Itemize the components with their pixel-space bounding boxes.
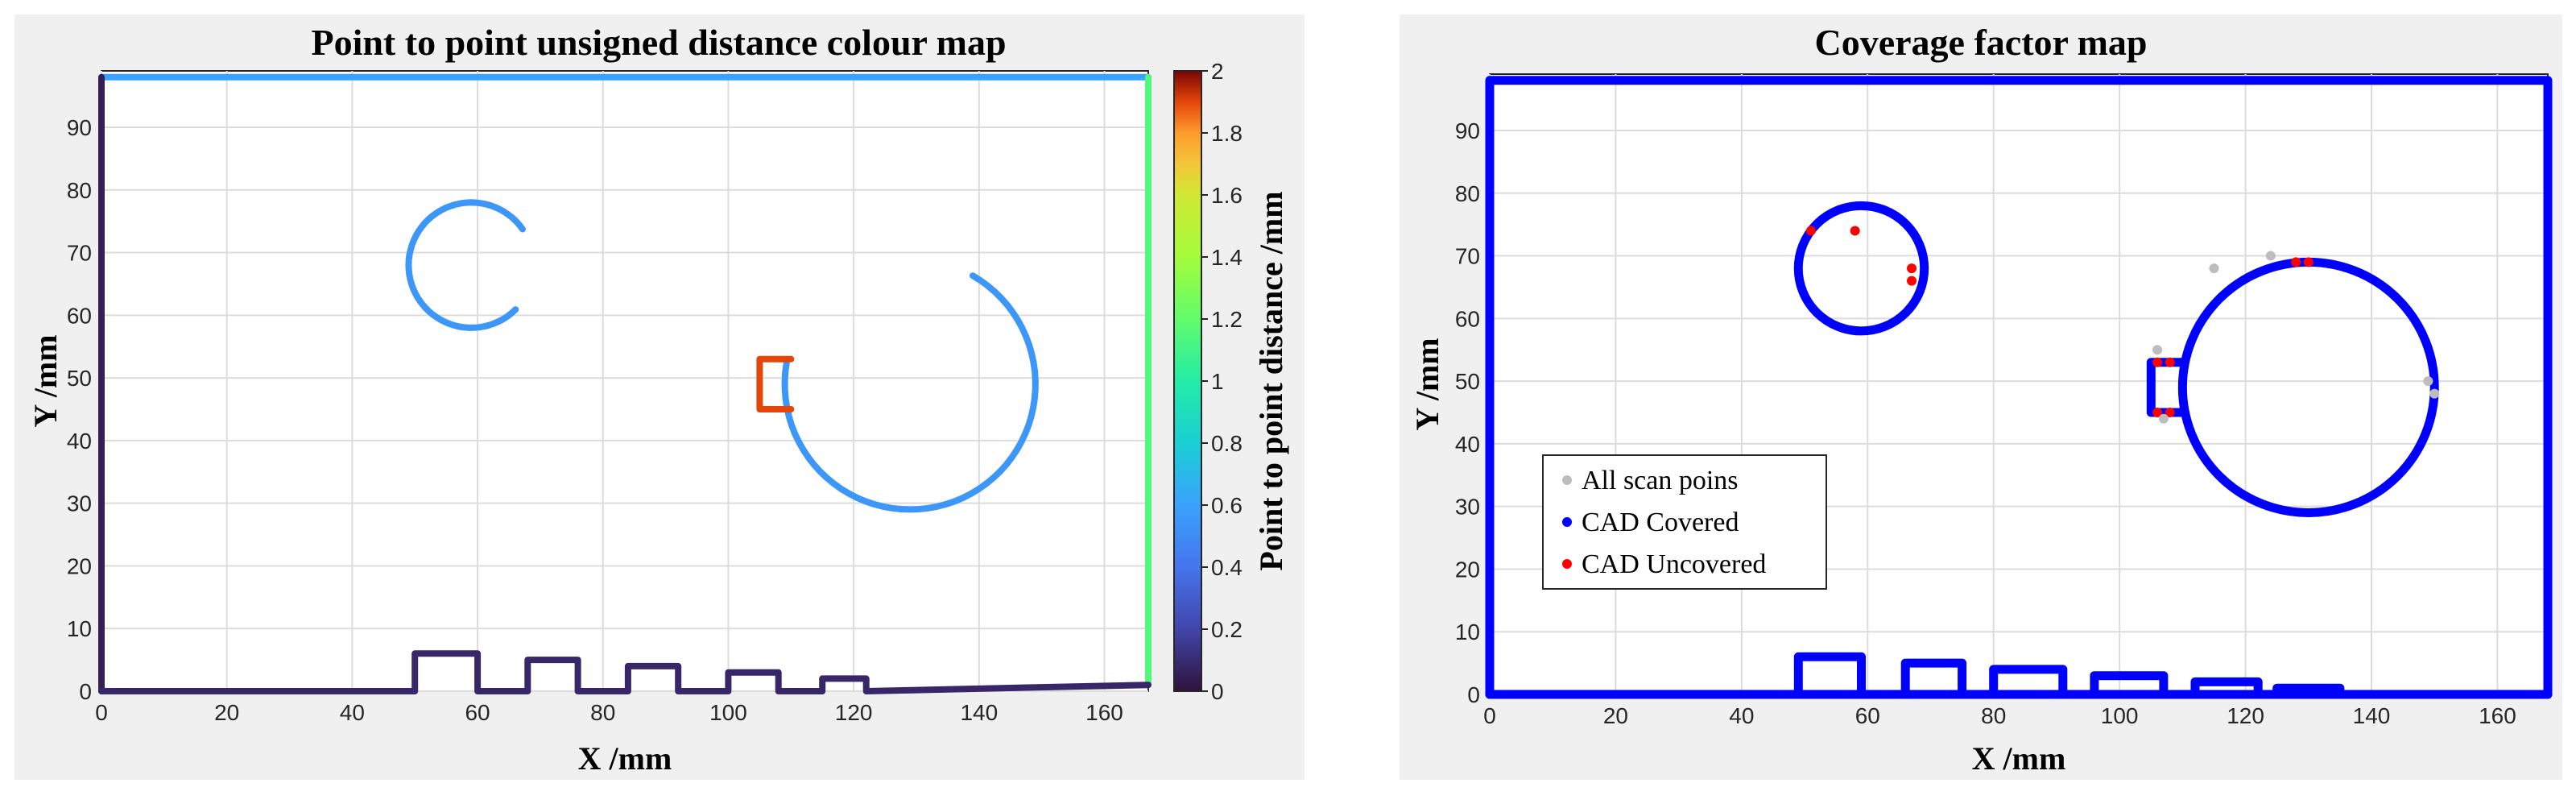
- series-cad-uncovered-point: [1850, 226, 1860, 236]
- series-cad-uncovered-point: [2152, 357, 2163, 367]
- colorbar-tick-label: 1.2: [1211, 307, 1243, 332]
- chart1-data-layer: [98, 73, 1152, 694]
- legend-label-all-scan-poins: All scan poins: [1582, 466, 1739, 495]
- chart1-colorbar-ticks: 0 0.2 0.4 0.6 0.8 1 1.2 1.4 1.6 1.8 2: [1201, 59, 1243, 704]
- chart1-title: Point to point unsigned distance colour …: [311, 22, 1006, 63]
- series-small-hole: [405, 199, 526, 331]
- y-tick-label: 0: [79, 679, 92, 704]
- series-large-hole-keyway: [756, 355, 795, 412]
- chart2-tick-labels: 0 20 40 60 80 100 120 140 160 0 10 20 30 40 50 60 70 80 90: [1455, 118, 2516, 728]
- y-tick-label: 10: [1455, 619, 1480, 644]
- y-tick-label: 20: [1455, 557, 1480, 582]
- series-cad-uncovered-point: [2165, 408, 2175, 417]
- y-tick-label: 60: [1455, 306, 1480, 331]
- colorbar-tick-label: 0: [1211, 679, 1224, 704]
- colorbar-tick-label: 0.6: [1211, 493, 1243, 518]
- y-tick-label: 70: [67, 241, 92, 266]
- x-tick-label: 100: [709, 700, 747, 725]
- series-cad-uncovered-point: [2291, 257, 2301, 267]
- chart1-colorbar: [1173, 70, 1202, 692]
- x-tick-label: 40: [1729, 703, 1754, 728]
- colorbar-tick-label: 0.4: [1211, 555, 1243, 580]
- chart1-plot-area: [101, 70, 1149, 692]
- legend-marker-all-scan-poins: [1562, 475, 1572, 485]
- y-tick-label: 70: [1455, 244, 1480, 269]
- y-tick-label: 90: [67, 115, 92, 140]
- series-cad-covered-bottom-steps: [1485, 652, 2553, 699]
- y-tick-label: 0: [1467, 682, 1480, 707]
- y-tick-label: 10: [67, 616, 92, 641]
- chart2-plot-area: [1489, 73, 2549, 695]
- legend-label-cad-uncovered: CAD Uncovered: [1582, 549, 1766, 579]
- colorbar-tick-label: 1.8: [1211, 121, 1243, 146]
- series-cad-uncovered-point: [2165, 357, 2175, 367]
- y-tick-label: 20: [67, 553, 92, 578]
- chart2-title: Coverage factor map: [1814, 22, 2147, 63]
- series-all-scan-poins-grey-deviations--point: [2209, 263, 2219, 274]
- x-tick-label: 160: [1085, 700, 1123, 725]
- x-tick-label: 120: [835, 700, 873, 725]
- legend-label-cad-covered: CAD Covered: [1582, 508, 1739, 537]
- series-all-scan-poins-grey-deviations--point: [2152, 345, 2163, 355]
- series-cad-uncovered-point: [1805, 226, 1816, 236]
- colorbar-tick-label: 1: [1211, 369, 1224, 394]
- legend-marker-cad-uncovered: [1562, 559, 1572, 569]
- series-large-hole: [781, 272, 1039, 513]
- series-cad-uncovered-point: [2152, 408, 2163, 417]
- y-tick-label: 90: [1455, 118, 1480, 143]
- y-tick-label: 50: [1455, 369, 1480, 394]
- series-cad-uncovered-point: [1907, 276, 1917, 286]
- chart2-y-axis-label: Y /mm: [1409, 338, 1445, 430]
- colorbar-tick-label: 1.6: [1211, 183, 1243, 208]
- x-tick-label: 100: [2101, 703, 2139, 728]
- chart1-colorbar-label: Point to point distance /mm: [1253, 191, 1289, 570]
- y-tick-label: 30: [67, 491, 92, 516]
- x-tick-label: 20: [1603, 703, 1628, 728]
- y-tick-label: 50: [67, 366, 92, 391]
- x-tick-label: 140: [960, 700, 998, 725]
- colorbar-tick-label: 0.8: [1211, 431, 1243, 456]
- series-bottom-step-profile: [98, 650, 1152, 694]
- y-tick-label: 40: [67, 429, 92, 454]
- colorbar-tick-label: 2: [1211, 59, 1224, 84]
- x-tick-label: 60: [465, 700, 490, 725]
- x-tick-label: 80: [1981, 703, 2006, 728]
- series-cad-uncovered-point: [1907, 263, 1917, 274]
- chart1-y-axis-label: Y /mm: [27, 334, 64, 427]
- series-cad-covered-small-hole: [1793, 201, 1929, 336]
- x-tick-label: 120: [2227, 703, 2264, 728]
- y-tick-label: 30: [1455, 495, 1480, 520]
- colorbar-tick-label: 0.2: [1211, 617, 1243, 642]
- legend-box: [1542, 454, 1827, 590]
- x-tick-label: 40: [340, 700, 365, 725]
- x-tick-label: 140: [2353, 703, 2391, 728]
- x-tick-label: 0: [95, 700, 108, 725]
- x-tick-label: 80: [590, 700, 615, 725]
- x-tick-label: 0: [1483, 703, 1496, 728]
- legend-marker-cad-covered: [1562, 517, 1572, 527]
- chart2-x-axis-label: X /mm: [1972, 740, 2066, 777]
- chart2-data-layer: [1485, 76, 2553, 699]
- series-all-scan-poins-grey-deviations--point: [2429, 388, 2440, 399]
- chart1-x-axis-label: X /mm: [578, 740, 672, 777]
- chart1-tick-labels: 0 20 40 60 80 100 120 140 160 0 10 20 30 40 50 60 70 80 90: [67, 115, 1123, 725]
- colorbar-tick-label: 1.4: [1211, 245, 1243, 270]
- chart2-legend: All scan poins CAD Covered CAD Uncovered: [1542, 454, 1827, 590]
- x-tick-label: 20: [214, 700, 239, 725]
- series-all-scan-poins-grey-deviations--point: [2265, 251, 2276, 261]
- y-tick-label: 60: [67, 303, 92, 328]
- x-tick-label: 160: [2479, 703, 2516, 728]
- series-all-scan-poins-grey-deviations--point: [2158, 413, 2169, 424]
- y-tick-label: 80: [1455, 181, 1480, 206]
- series-all-scan-poins-grey-deviations--point: [2423, 376, 2433, 387]
- x-tick-label: 60: [1855, 703, 1880, 728]
- series-cad-uncovered-point: [2303, 257, 2313, 267]
- y-tick-label: 80: [67, 178, 92, 203]
- y-tick-label: 40: [1455, 432, 1480, 457]
